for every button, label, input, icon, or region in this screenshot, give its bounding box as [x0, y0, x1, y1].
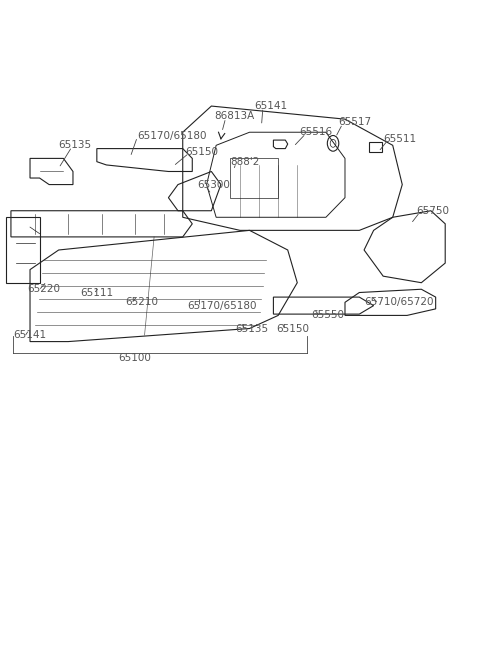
Text: 65135: 65135	[235, 323, 268, 334]
Text: 65135: 65135	[59, 141, 92, 150]
Text: 65141: 65141	[13, 330, 47, 340]
Text: 86813A: 86813A	[214, 111, 254, 121]
Text: 65750: 65750	[417, 206, 450, 215]
Text: 65170/65180: 65170/65180	[137, 131, 207, 141]
Text: 888'2: 888'2	[230, 156, 260, 167]
Text: 65516: 65516	[300, 127, 333, 137]
Text: 65220: 65220	[28, 284, 60, 294]
Text: 65150: 65150	[185, 147, 218, 157]
Text: 65210: 65210	[125, 298, 158, 307]
Text: 65550: 65550	[312, 310, 345, 321]
Text: 65517: 65517	[338, 118, 371, 127]
Text: 65111: 65111	[80, 288, 113, 298]
Text: 65141: 65141	[254, 101, 288, 111]
Text: 65170/65180: 65170/65180	[188, 301, 257, 311]
Text: 65710/65720: 65710/65720	[364, 298, 433, 307]
Text: 65511: 65511	[383, 134, 416, 144]
Text: 65150: 65150	[276, 323, 309, 334]
Text: 65100: 65100	[118, 353, 151, 363]
Text: 65300: 65300	[197, 179, 230, 190]
